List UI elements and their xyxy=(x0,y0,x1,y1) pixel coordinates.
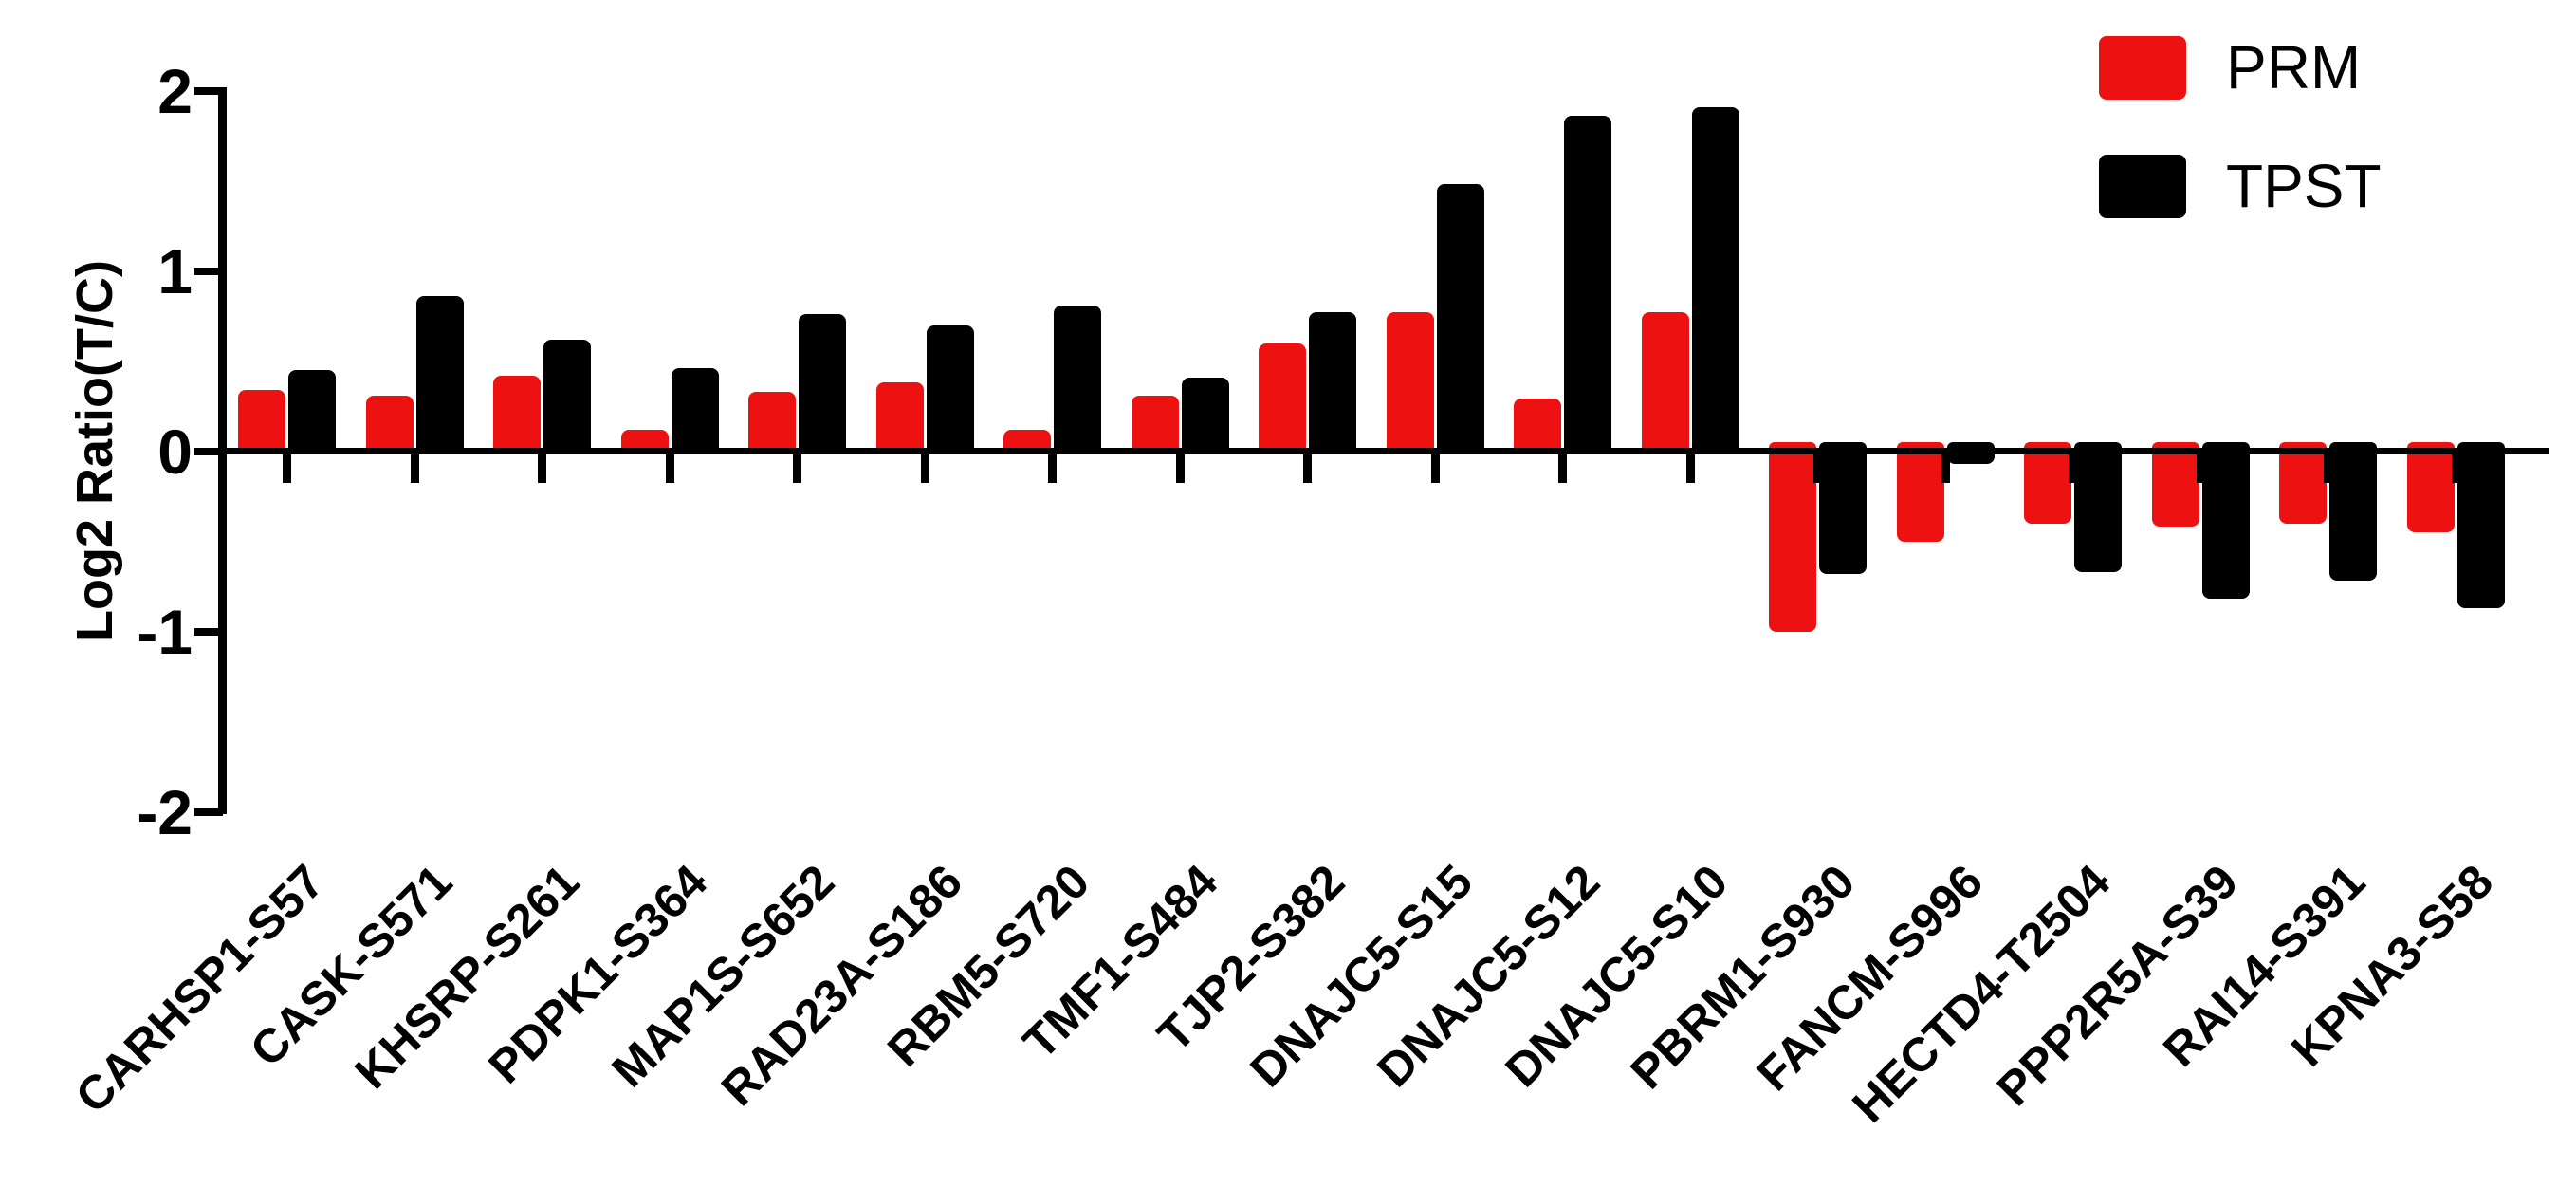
x-axis-tick xyxy=(1430,454,1440,483)
x-axis-tick xyxy=(538,454,546,483)
bar-prm-ppp2r5a-s39 xyxy=(2151,441,2199,528)
x-category-label: PBRM1-S930 xyxy=(1620,854,1866,1100)
bar-prm-carhsp1-s57 xyxy=(238,389,285,454)
legend-label-prm: PRM xyxy=(2226,33,2362,102)
x-category-label: DNAJC5-S10 xyxy=(1494,854,1738,1098)
bar-tpst-tjp2-s382 xyxy=(1309,312,1356,454)
y-tick-label: 2 xyxy=(157,55,193,126)
bar-prm-dnajc5-s12 xyxy=(1514,399,1561,454)
y-axis-tick xyxy=(194,627,223,636)
bar-prm-rad23a-s186 xyxy=(875,382,924,454)
bar-prm-dnajc5-s15 xyxy=(1386,312,1434,454)
bar-tpst-kpna3-s58 xyxy=(2456,441,2505,608)
prm-color-swatch xyxy=(2099,36,2186,100)
bar-tpst-cask-s571 xyxy=(415,296,464,454)
x-axis-tick xyxy=(793,454,801,483)
bar-prm-pbrm1-s930 xyxy=(1769,441,1816,632)
x-axis-tick xyxy=(410,454,419,483)
bar-tpst-rad23a-s186 xyxy=(926,325,974,454)
bar-tpst-dnajc5-s10 xyxy=(1691,106,1739,454)
y-axis-tick xyxy=(194,807,223,816)
bar-tpst-rai14-s391 xyxy=(2329,441,2377,582)
x-axis-tick xyxy=(920,454,929,483)
legend-label-tpst: TPST xyxy=(2226,152,2382,220)
bar-prm-khsrp-s261 xyxy=(493,375,541,454)
x-axis-tick xyxy=(1048,454,1057,483)
bar-tpst-carhsp1-s57 xyxy=(288,370,336,454)
bar-tpst-tmf1-s484 xyxy=(1181,377,1229,454)
x-axis-tick xyxy=(1813,454,1822,483)
bar-prm-hectd4-t2504 xyxy=(2024,441,2071,524)
bar-prm-tmf1-s484 xyxy=(1131,395,1179,454)
bar-tpst-dnajc5-s15 xyxy=(1436,184,1484,454)
bar-tpst-pbrm1-s930 xyxy=(1819,441,1867,574)
x-category-label: KHSRP-S261 xyxy=(344,854,590,1100)
x-axis-tick xyxy=(1685,454,1695,483)
bar-prm-tjp2-s382 xyxy=(1259,343,1306,454)
bar-prm-kpna3-s58 xyxy=(2406,441,2455,532)
x-axis-tick xyxy=(2451,454,2460,483)
y-tick-label: 1 xyxy=(157,235,193,306)
y-axis-tick xyxy=(194,86,223,95)
x-axis-tick xyxy=(283,454,291,483)
y-axis-tick xyxy=(194,267,223,275)
x-axis-tick xyxy=(2196,454,2205,483)
x-axis-tick xyxy=(1941,454,1950,483)
x-axis-line xyxy=(218,448,2549,454)
bar-prm-map1s-s652 xyxy=(748,391,796,454)
y-axis-tick xyxy=(194,447,223,455)
x-axis-tick xyxy=(1558,454,1567,483)
x-category-label: MAP1S-S652 xyxy=(601,854,845,1098)
bar-tpst-hectd4-t2504 xyxy=(2074,441,2122,572)
bar-tpst-ppp2r5a-s39 xyxy=(2201,441,2250,600)
bar-tpst-khsrp-s261 xyxy=(543,339,591,454)
bar-prm-cask-s571 xyxy=(365,395,414,454)
x-axis-tick xyxy=(1175,454,1185,483)
x-axis-tick xyxy=(665,454,674,483)
bar-tpst-pdpk1-s364 xyxy=(671,368,719,454)
bar-tpst-map1s-s652 xyxy=(799,314,846,454)
x-category-label: DNAJC5-S15 xyxy=(1239,854,1482,1098)
bar-prm-rai14-s391 xyxy=(2279,441,2327,524)
bar-prm-fancm-s996 xyxy=(1896,441,1944,542)
x-axis-tick xyxy=(2324,454,2332,483)
x-category-label: DNAJC5-S12 xyxy=(1367,854,1610,1098)
bar-prm-dnajc5-s10 xyxy=(1641,312,1689,454)
x-axis-tick xyxy=(2069,454,2077,483)
y-tick-label: -2 xyxy=(137,776,193,847)
x-axis-tick xyxy=(1303,454,1312,483)
y-tick-label: -1 xyxy=(137,596,193,667)
bar-tpst-rbm5-s720 xyxy=(1054,305,1101,454)
tpst-color-swatch xyxy=(2099,155,2186,218)
y-tick-label: 0 xyxy=(157,416,193,487)
bar-tpst-dnajc5-s12 xyxy=(1564,116,1611,454)
x-category-label: FANCM-S996 xyxy=(1746,854,1993,1102)
